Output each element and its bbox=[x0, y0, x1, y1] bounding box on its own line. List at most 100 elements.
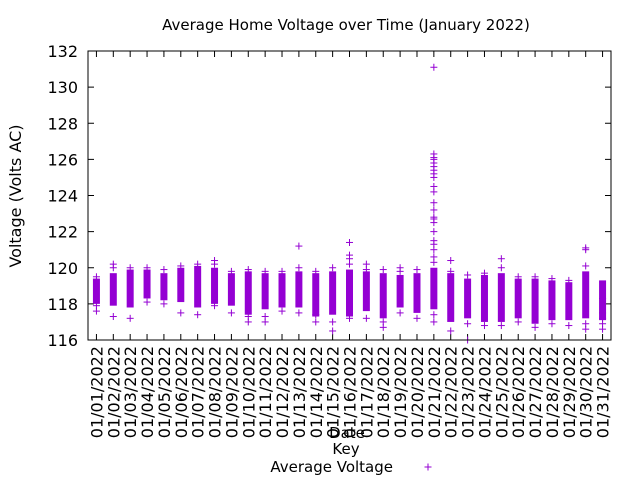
dense-points-cluster bbox=[312, 273, 320, 317]
data-point bbox=[497, 322, 505, 330]
data-point bbox=[514, 318, 522, 326]
data-point bbox=[160, 266, 168, 274]
data-point bbox=[227, 309, 235, 317]
plot-frame bbox=[87, 50, 612, 341]
data-point bbox=[480, 322, 488, 330]
data-point bbox=[497, 264, 505, 272]
data-point bbox=[109, 260, 117, 268]
y-tick-label: 124 bbox=[47, 187, 78, 206]
data-point bbox=[346, 314, 353, 322]
dense-points-cluster bbox=[430, 267, 438, 310]
data-point bbox=[396, 309, 404, 317]
data-point bbox=[194, 260, 202, 268]
dense-points-cluster bbox=[565, 282, 573, 321]
dense-points-cluster bbox=[295, 271, 303, 308]
data-point bbox=[430, 228, 438, 236]
x-tick-label: 01/24/2022 bbox=[475, 346, 494, 438]
y-tick-label: 126 bbox=[47, 150, 78, 169]
data-point bbox=[379, 266, 387, 274]
x-tick-label: 01/14/2022 bbox=[307, 346, 326, 438]
x-tick-label: 01/28/2022 bbox=[543, 346, 562, 438]
dense-points-cluster bbox=[177, 267, 185, 303]
y-tick-label: 122 bbox=[47, 223, 78, 242]
data-point bbox=[126, 264, 134, 272]
dense-points-cluster bbox=[160, 273, 168, 301]
data-point bbox=[312, 318, 320, 326]
x-axis-label: Date bbox=[329, 424, 365, 442]
y-axis-label: Voltage (Volts AC) bbox=[6, 124, 25, 267]
data-point bbox=[531, 273, 539, 281]
dense-points-cluster bbox=[582, 271, 590, 319]
dense-points-cluster bbox=[396, 274, 404, 308]
data-point bbox=[430, 253, 438, 261]
data-point bbox=[143, 264, 151, 272]
data-point bbox=[278, 267, 286, 275]
legend-title: Key bbox=[332, 440, 359, 458]
x-tick-label: 01/15/2022 bbox=[324, 346, 343, 438]
data-point bbox=[548, 275, 556, 283]
data-point bbox=[177, 309, 185, 317]
data-point bbox=[430, 182, 438, 190]
data-point bbox=[312, 311, 320, 319]
x-tick-label: 01/11/2022 bbox=[256, 346, 275, 438]
dense-points-cluster bbox=[464, 278, 472, 319]
y-tick-label: 130 bbox=[47, 78, 78, 97]
dense-points-cluster bbox=[548, 280, 556, 321]
x-tick-label: 01/13/2022 bbox=[290, 346, 309, 438]
data-point bbox=[211, 257, 219, 265]
x-tick-label: 01/05/2022 bbox=[155, 346, 174, 438]
data-point bbox=[295, 242, 303, 250]
data-point bbox=[430, 237, 438, 245]
dense-points-cluster bbox=[261, 273, 269, 310]
legend-marker bbox=[424, 463, 432, 471]
data-point bbox=[295, 264, 303, 272]
data-point bbox=[329, 327, 337, 335]
dense-points-cluster bbox=[211, 267, 219, 304]
y-tick-label: 128 bbox=[47, 114, 78, 133]
data-point bbox=[109, 313, 117, 321]
y-tick-label: 120 bbox=[47, 259, 78, 278]
data-point bbox=[430, 206, 438, 214]
data-point bbox=[227, 267, 235, 275]
data-point bbox=[329, 264, 337, 272]
y-tick-label: 118 bbox=[47, 295, 78, 314]
dense-points-cluster bbox=[362, 271, 370, 312]
data-point bbox=[160, 300, 168, 308]
dense-points-cluster bbox=[227, 273, 235, 306]
x-tick-label: 01/27/2022 bbox=[526, 346, 545, 438]
x-ticks: 01/01/202201/02/202201/03/202201/04/2022… bbox=[87, 51, 613, 438]
x-tick-label: 01/17/2022 bbox=[357, 346, 376, 438]
data-point bbox=[92, 302, 100, 310]
x-tick-label: 01/21/2022 bbox=[425, 346, 444, 438]
data-point bbox=[211, 302, 219, 310]
data-point bbox=[430, 318, 438, 326]
data-point bbox=[143, 298, 151, 306]
dense-points-cluster bbox=[346, 269, 353, 317]
x-tick-label: 01/01/2022 bbox=[87, 346, 106, 438]
data-point bbox=[582, 244, 590, 252]
x-tick-label: 01/16/2022 bbox=[341, 346, 360, 438]
data-point bbox=[464, 320, 472, 328]
chart-title: Average Home Voltage over Time (January … bbox=[162, 16, 530, 34]
data-point bbox=[430, 199, 438, 207]
data-point bbox=[278, 307, 286, 315]
data-point bbox=[379, 318, 387, 326]
x-tick-label: 01/29/2022 bbox=[560, 346, 579, 438]
x-tick-label: 01/10/2022 bbox=[239, 346, 258, 438]
x-tick-label: 01/02/2022 bbox=[104, 346, 123, 438]
data-point bbox=[362, 260, 370, 268]
data-point bbox=[194, 311, 202, 319]
x-tick-label: 01/31/2022 bbox=[594, 346, 613, 438]
dense-points-cluster bbox=[92, 278, 100, 304]
data-point bbox=[582, 320, 590, 328]
dense-points-cluster bbox=[194, 265, 202, 308]
data-point bbox=[565, 276, 573, 284]
dense-points-cluster bbox=[514, 278, 522, 319]
data-point bbox=[126, 314, 134, 322]
dense-points-cluster bbox=[329, 271, 337, 315]
data-point bbox=[430, 63, 438, 71]
data-point bbox=[312, 267, 320, 275]
data-point bbox=[514, 273, 522, 281]
x-tick-label: 01/07/2022 bbox=[189, 346, 208, 438]
